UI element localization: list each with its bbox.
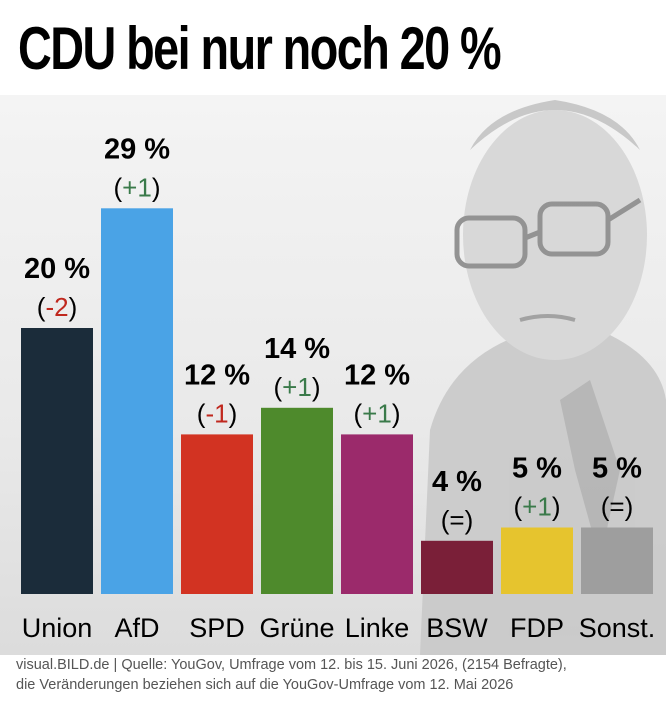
category-label-2: SPD (189, 613, 245, 643)
change-label-3: (+1) (274, 372, 321, 402)
category-label-1: AfD (114, 613, 159, 643)
footer-line-2: die Veränderungen beziehen sich auf die … (16, 677, 514, 693)
category-label-5: BSW (426, 613, 488, 643)
footer-line-1: visual.BILD.de | Quelle: YouGov, Umfrage… (16, 657, 567, 673)
change-label-5: (=) (441, 505, 474, 535)
bar-2 (181, 434, 253, 594)
category-label-0: Union (22, 613, 93, 643)
page-title: CDU bei nur noch 20 % (18, 15, 502, 82)
category-label-6: FDP (510, 613, 564, 643)
value-label-4: 12 % (344, 359, 410, 391)
category-label-4: Linke (345, 613, 410, 643)
bar-6 (501, 527, 573, 594)
bar-1 (101, 208, 173, 595)
bar-chart: 20 % (-2) Union 29 % (+1) AfD 12 % (-1) SPD 14 % (… (21, 100, 666, 655)
value-label-0: 20 % (24, 253, 90, 285)
bar-3 (261, 407, 333, 594)
change-label-7: (=) (601, 492, 634, 522)
footer-source: visual.BILD.de | Quelle: YouGov, Umfrage… (16, 655, 656, 695)
bar-4 (341, 434, 413, 594)
value-label-3: 14 % (264, 333, 330, 365)
bar-7 (581, 527, 653, 594)
value-label-6: 5 % (512, 453, 562, 485)
value-label-1: 29 % (104, 133, 170, 165)
value-label-5: 4 % (432, 466, 482, 498)
politician-photo (420, 100, 666, 655)
value-label-7: 5 % (592, 453, 642, 485)
change-label-1: (+1) (114, 172, 161, 202)
change-label-4: (+1) (354, 398, 401, 428)
value-label-2: 12 % (184, 359, 250, 391)
change-label-6: (+1) (514, 492, 561, 522)
change-label-0: (-2) (37, 292, 77, 322)
bar-0 (21, 328, 93, 594)
bar-5 (421, 540, 493, 594)
category-label-3: Grüne (259, 613, 334, 643)
change-label-2: (-1) (197, 398, 237, 428)
category-label-7: Sonst. (579, 613, 656, 643)
